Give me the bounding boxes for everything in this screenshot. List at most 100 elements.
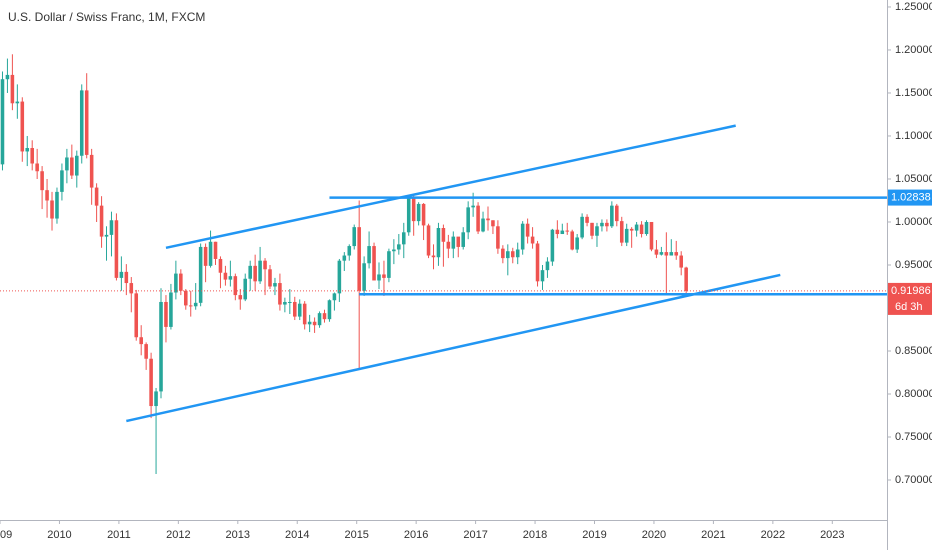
candle-body (540, 270, 545, 282)
candle-body (109, 220, 114, 235)
candle-body (337, 260, 342, 294)
trend-line (126, 273, 781, 423)
candle-body (525, 223, 530, 237)
trend-line (165, 124, 736, 250)
x-tick-label: 2011 (107, 529, 131, 541)
candle-body (619, 221, 624, 243)
candle-body (183, 290, 188, 306)
candle-body (590, 222, 594, 236)
candle-body (327, 300, 332, 320)
candle-body (288, 301, 292, 303)
candle-body (406, 197, 411, 233)
candle-body (634, 224, 639, 231)
candle-body (629, 228, 634, 231)
candle-body (164, 301, 168, 327)
candle-body (50, 200, 54, 219)
candle-body (0, 79, 5, 165)
candle-body (387, 251, 391, 278)
x-tick-label: 2015 (344, 529, 368, 541)
candle-body (441, 228, 446, 242)
candle-body (5, 74, 10, 80)
candle-body (342, 255, 347, 261)
candle-body (411, 197, 416, 222)
x-tick-label: 2022 (761, 529, 785, 541)
last-price-label: 0.91986 (891, 285, 931, 297)
y-tick-label: 0.95000 (895, 259, 932, 271)
candle-body (510, 251, 515, 258)
candle-body (595, 226, 599, 236)
candle-body (362, 263, 366, 291)
candle-body (565, 230, 570, 232)
candle-body (570, 231, 574, 250)
candle-body (114, 220, 119, 278)
candle-body (302, 303, 307, 325)
candle-body (65, 157, 69, 171)
candle-body (283, 301, 287, 305)
y-tick-label: 1.10000 (895, 130, 932, 142)
candle-body (104, 234, 109, 237)
countdown-label: 6d 3h (895, 301, 923, 313)
candle-body (615, 205, 619, 222)
candle-body (174, 273, 178, 293)
candle-body (624, 228, 629, 243)
candle-body (674, 252, 679, 256)
candle-body (203, 246, 208, 266)
candle-body (347, 246, 352, 256)
candle-body (684, 267, 688, 291)
candle-body (605, 222, 609, 227)
candle-body (575, 237, 579, 250)
candle-body (45, 190, 49, 201)
last-price-tag (888, 282, 932, 315)
candle-body (401, 232, 406, 245)
candle-body (377, 274, 381, 281)
x-tick-label: 2013 (226, 529, 250, 541)
x-tick-label: 2016 (404, 529, 428, 541)
candle-body (223, 272, 228, 280)
candle-body (89, 154, 94, 188)
x-tick-label: 2021 (701, 529, 725, 541)
candle-body (40, 171, 44, 191)
y-tick-label: 1.00000 (895, 216, 932, 228)
candle-body (372, 246, 376, 281)
candle-body (644, 221, 649, 235)
candle-body (515, 249, 520, 258)
candle-body (228, 276, 233, 280)
candle-body (248, 265, 252, 279)
candle-body (436, 228, 441, 258)
candle-body (94, 187, 99, 206)
candle-body (10, 74, 15, 104)
candle-body (75, 155, 79, 176)
candle-body (496, 226, 500, 249)
x-tick-label: 2014 (285, 529, 309, 541)
candle-body (307, 321, 312, 325)
candle-body (555, 229, 560, 235)
y-tick-label: 1.15000 (895, 87, 932, 99)
candle-body (263, 260, 267, 270)
candle-body (15, 101, 20, 104)
candle-body (446, 241, 451, 249)
candle-body (297, 303, 302, 317)
y-tick-label: 0.70000 (895, 474, 932, 486)
candle-body (535, 243, 540, 282)
candle-body (124, 271, 129, 284)
candle-body (30, 148, 34, 164)
x-tick-label: 2010 (47, 529, 71, 541)
candle-body (501, 248, 505, 259)
candle-body (530, 236, 535, 244)
candle-body (60, 170, 64, 192)
candle-body (253, 265, 257, 282)
candle-body (35, 163, 39, 172)
candle-body (664, 252, 669, 256)
candle-body (580, 216, 584, 238)
candle-body (134, 293, 139, 338)
y-tick-label: 1.25000 (895, 1, 932, 13)
candle-body (258, 260, 262, 282)
candle-body (99, 205, 104, 237)
candle-body (198, 246, 203, 303)
candle-body (426, 225, 431, 256)
candle-body (25, 148, 30, 152)
level-label: 1.02838 (891, 191, 931, 203)
candle-body (649, 221, 654, 250)
candle-body (610, 205, 614, 227)
